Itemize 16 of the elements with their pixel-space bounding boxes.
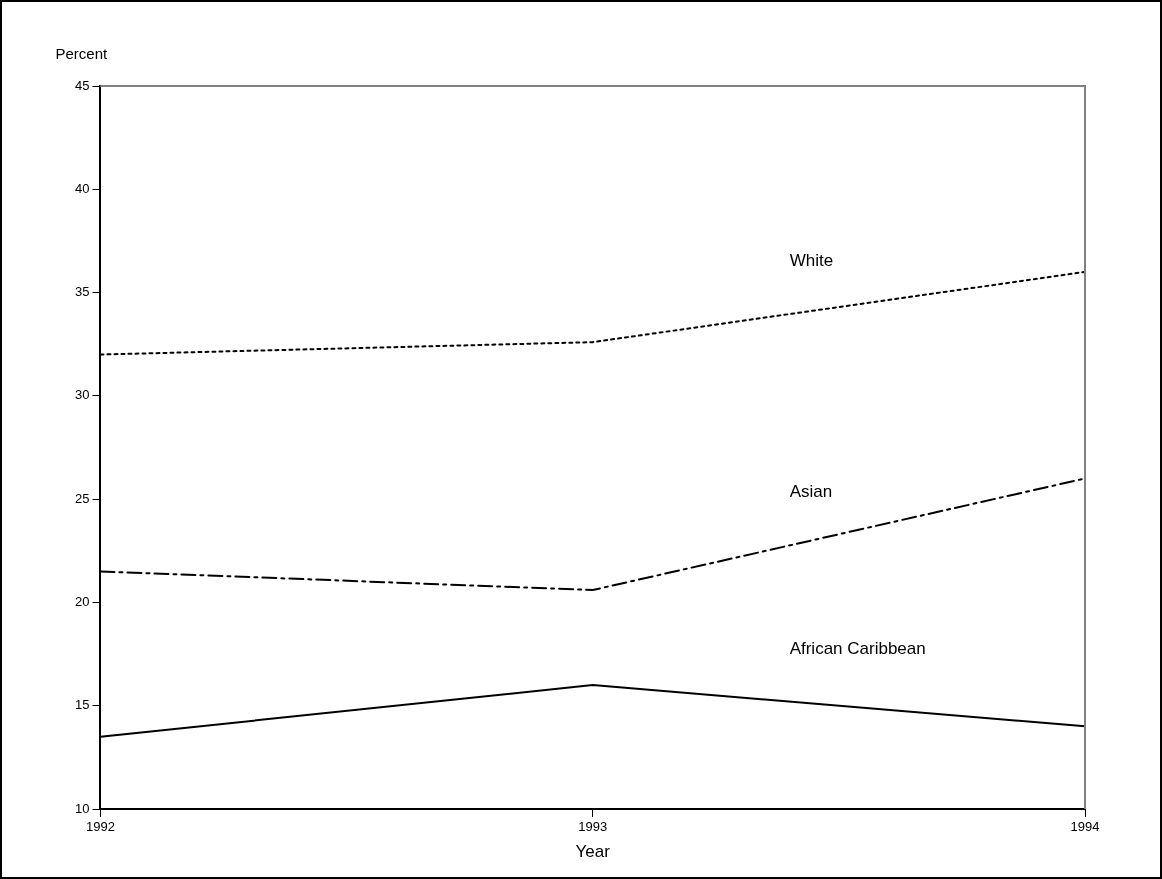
y-axis-title: Percent [55,44,108,62]
x-tick-label: 1993 [578,819,608,835]
y-tick-label: 45 [74,77,90,93]
series-label: Asian [789,482,833,502]
y-tick-label: 15 [74,697,90,713]
y-tick-label: 35 [74,284,90,300]
x-tick-label: 1992 [86,819,115,835]
text: White [789,251,834,271]
y-tick-label: 30 [74,387,90,403]
y-tick-label: 25 [74,490,90,506]
y-tick-label: 20 [74,594,90,610]
y-tick-label: 10 [74,800,90,816]
x-tick-label: 1994 [1070,819,1100,835]
y-tick-label: 40 [74,180,90,196]
text: African Caribbean [789,638,926,658]
x-axis-title: Year [575,842,611,862]
